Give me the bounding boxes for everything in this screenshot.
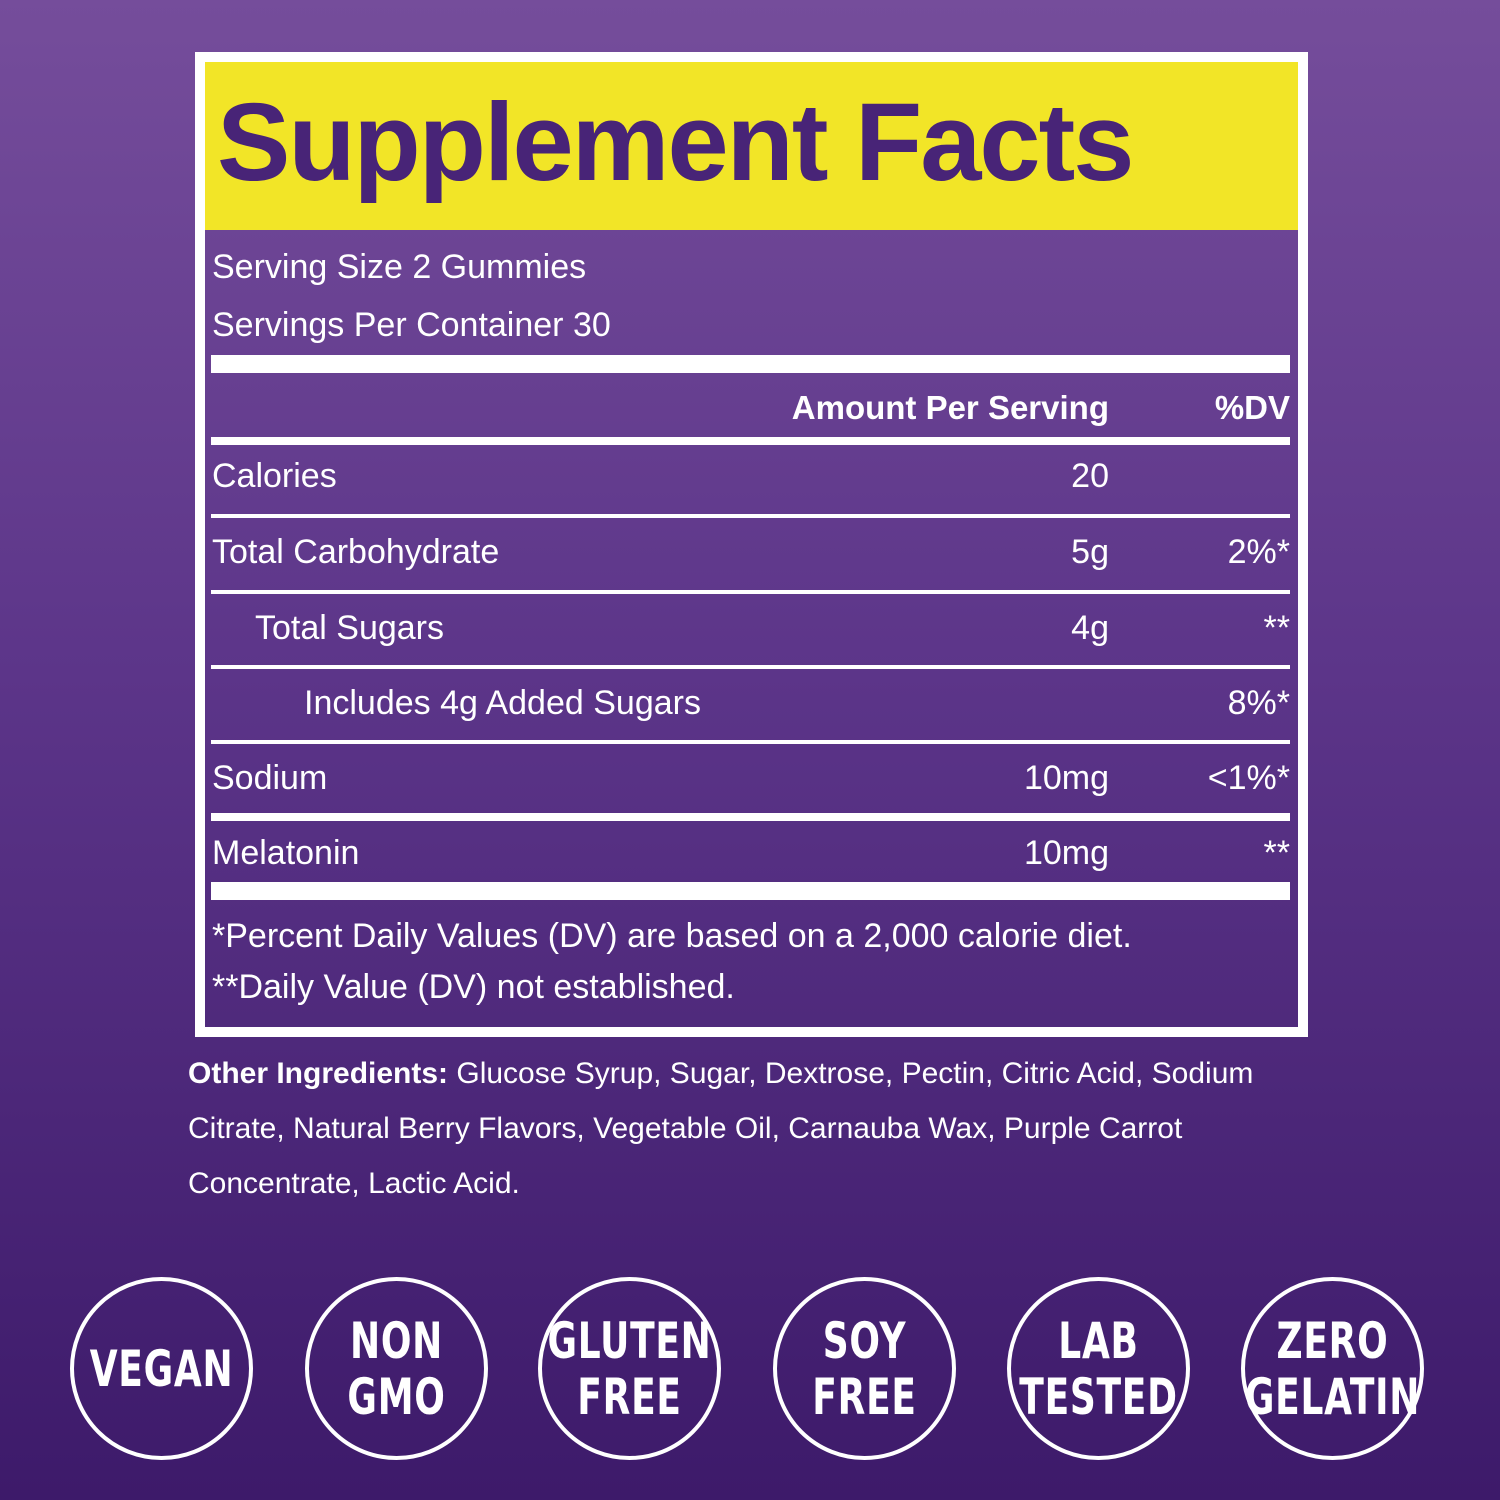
divider-thin: [211, 740, 1290, 744]
footnote-percent-dv: *Percent Daily Values (DV) are based on …: [212, 917, 1132, 955]
serving-size: Serving Size 2 Gummies: [212, 248, 587, 286]
badge-label: FREE: [577, 1367, 682, 1426]
nutrient-name: Total Sugars: [255, 609, 444, 647]
nutrient-dv: **: [1263, 609, 1290, 647]
nutrient-amount: 10mg: [1023, 759, 1109, 797]
gluten-free-badge: GLUTEN FREE: [538, 1277, 721, 1460]
nutrient-name: Includes 4g Added Sugars: [304, 684, 701, 722]
divider-thick: [211, 355, 1290, 373]
nutrient-name: Sodium: [212, 759, 328, 797]
nutrient-name: Total Carbohydrate: [212, 533, 500, 571]
non-gmo-badge: NON GMO: [305, 1277, 488, 1460]
lab-tested-badge: LAB TESTED: [1007, 1277, 1190, 1460]
dv-header: %DV: [1214, 389, 1290, 426]
supplement-facts-panel: Supplement Facts Serving Size 2 Gummies …: [195, 52, 1308, 1037]
nutrient-name: Melatonin: [212, 834, 360, 872]
vegan-badge: VEGAN: [70, 1277, 253, 1460]
zero-gelatin-badge: ZERO GELATIN: [1241, 1277, 1424, 1460]
badge-label: GELATIN: [1244, 1367, 1421, 1426]
ingredients-text: Glucose Syrup, Sugar, Dextrose, Pectin, …: [188, 1057, 1254, 1200]
footnote-dv-not-established: **Daily Value (DV) not established.: [212, 968, 735, 1006]
badge-label: LAB: [1058, 1311, 1139, 1370]
badge-label: VEGAN: [89, 1339, 234, 1398]
badge-label: TESTED: [1019, 1367, 1178, 1426]
nutrient-amount: 20: [1071, 457, 1109, 495]
divider-thin: [211, 590, 1290, 594]
nutrient-name: Calories: [212, 457, 337, 495]
badge-label: FREE: [812, 1367, 917, 1426]
nutrient-amount: 4g: [1071, 609, 1109, 647]
servings-per-container: Servings Per Container 30: [212, 306, 611, 344]
divider-medium: [211, 813, 1290, 821]
nutrient-amount: 5g: [1071, 533, 1109, 571]
divider-thin: [211, 665, 1290, 669]
ingredients-label: Other Ingredients:: [188, 1057, 449, 1090]
badge-label: GLUTEN: [547, 1311, 712, 1370]
nutrient-dv: **: [1263, 834, 1290, 872]
other-ingredients: Other Ingredients: Glucose Syrup, Sugar,…: [188, 1046, 1298, 1211]
divider-medium: [211, 437, 1290, 445]
page-title: Supplement Facts: [217, 81, 1134, 204]
title-band: Supplement Facts: [205, 62, 1298, 230]
amount-per-serving-header: Amount Per Serving: [791, 389, 1109, 426]
badge-label: ZERO: [1276, 1311, 1389, 1370]
badge-label: GMO: [347, 1367, 446, 1426]
nutrient-dv: <1%*: [1207, 759, 1290, 797]
badge-label: NON: [349, 1311, 444, 1370]
nutrient-amount: 10mg: [1023, 834, 1109, 872]
divider-thick: [211, 882, 1290, 900]
soy-free-badge: SOY FREE: [773, 1277, 956, 1460]
nutrient-dv: 8%*: [1227, 684, 1290, 722]
nutrient-dv: 2%*: [1227, 533, 1290, 571]
divider-thin: [211, 514, 1290, 518]
badge-label: SOY: [822, 1311, 907, 1370]
